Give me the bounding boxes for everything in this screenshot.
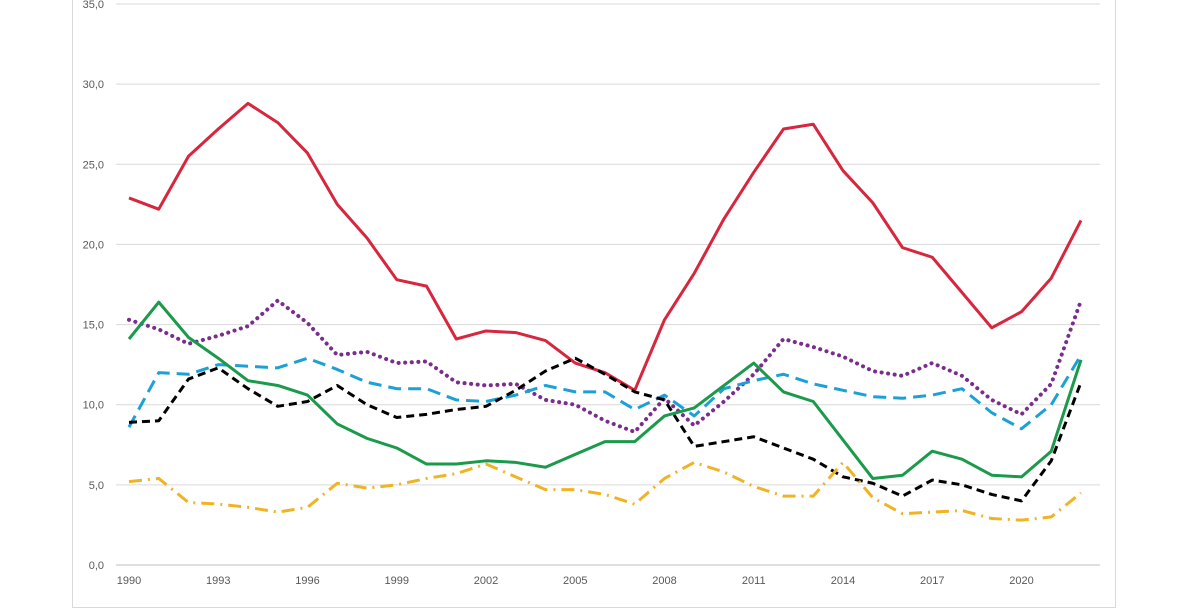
y-tick-label: 35,0 <box>83 0 104 11</box>
x-tick-label: 1999 <box>385 575 409 587</box>
series-line-5 <box>127 300 1083 480</box>
x-tick-label: 1993 <box>206 575 230 587</box>
axis-layer: 0,0 5,0 10,0 15,0 20,0 25,0 30,0 35,0 1990 1993 19… <box>83 0 1034 587</box>
series-line-2 <box>127 298 1083 434</box>
series-line-4 <box>128 356 1083 503</box>
x-tick-label: 2008 <box>652 575 676 587</box>
x-tick-label: 1996 <box>295 575 319 587</box>
x-tick-label: 1990 <box>117 575 141 587</box>
grid-layer <box>116 3 1100 566</box>
y-tick-label: 20,0 <box>83 239 104 251</box>
y-tick-label: 25,0 <box>83 159 104 171</box>
series-line-3 <box>127 354 1083 431</box>
y-tick-label: 0,0 <box>89 560 104 572</box>
x-tick-label: 2017 <box>920 575 944 587</box>
y-tick-label: 15,0 <box>83 320 104 332</box>
y-tick-label: 10,0 <box>83 400 104 412</box>
x-tick-label: 2002 <box>474 575 498 587</box>
series-layer <box>127 101 1083 522</box>
y-tick-label: 30,0 <box>83 79 104 91</box>
x-tick-label: 2005 <box>563 575 587 587</box>
series-line-1 <box>128 101 1083 392</box>
x-tick-label: 2014 <box>831 575 855 587</box>
x-tick-label: 2011 <box>742 575 766 587</box>
y-tick-label: 5,0 <box>89 480 104 492</box>
chart-frame <box>72 0 1116 608</box>
series-line-6 <box>128 460 1082 522</box>
x-tick-label: 2020 <box>1009 575 1033 587</box>
